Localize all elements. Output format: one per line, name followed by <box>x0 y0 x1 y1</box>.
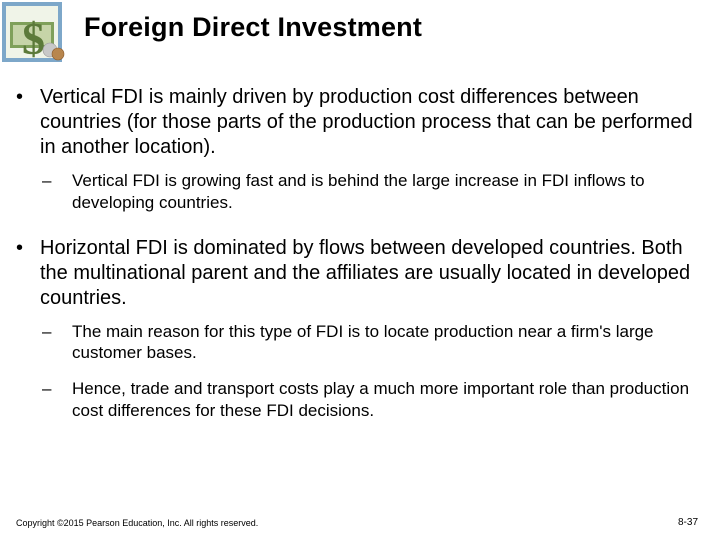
bullet-text: Vertical FDI is mainly driven by product… <box>40 85 712 160</box>
sub-bullet-text: The main reason for this type of FDI is … <box>72 321 712 365</box>
dash-marker-icon: – <box>36 378 72 400</box>
sub-bullet-item: – Vertical FDI is growing fast and is be… <box>10 170 712 214</box>
svg-text:$: $ <box>22 13 45 64</box>
bullet-item: • Vertical FDI is mainly driven by produ… <box>10 85 712 160</box>
slide-footer: Copyright ©2015 Pearson Education, Inc. … <box>0 517 720 528</box>
slide-title: Foreign Direct Investment <box>84 12 422 43</box>
slide-body: • Vertical FDI is mainly driven by produ… <box>0 85 720 436</box>
sub-bullet-item: – Hence, trade and transport costs play … <box>10 378 712 422</box>
slide: $ Foreign Direct Investment • Vertical F… <box>0 0 720 540</box>
dash-marker-icon: – <box>36 321 72 343</box>
sub-bullet-item: – The main reason for this type of FDI i… <box>10 321 712 365</box>
bullet-item: • Horizontal FDI is dominated by flows b… <box>10 236 712 311</box>
slide-header: $ Foreign Direct Investment <box>0 0 720 68</box>
page-number: 8-37 <box>678 517 698 528</box>
bullet-text: Horizontal FDI is dominated by flows bet… <box>40 236 712 311</box>
sub-bullet-text: Hence, trade and transport costs play a … <box>72 378 712 422</box>
dollar-currency-icon: $ <box>0 0 70 68</box>
sub-bullet-text: Vertical FDI is growing fast and is behi… <box>72 170 712 214</box>
bullet-marker-icon: • <box>10 236 40 261</box>
bullet-marker-icon: • <box>10 85 40 110</box>
copyright-text: Copyright ©2015 Pearson Education, Inc. … <box>16 518 258 528</box>
dash-marker-icon: – <box>36 170 72 192</box>
